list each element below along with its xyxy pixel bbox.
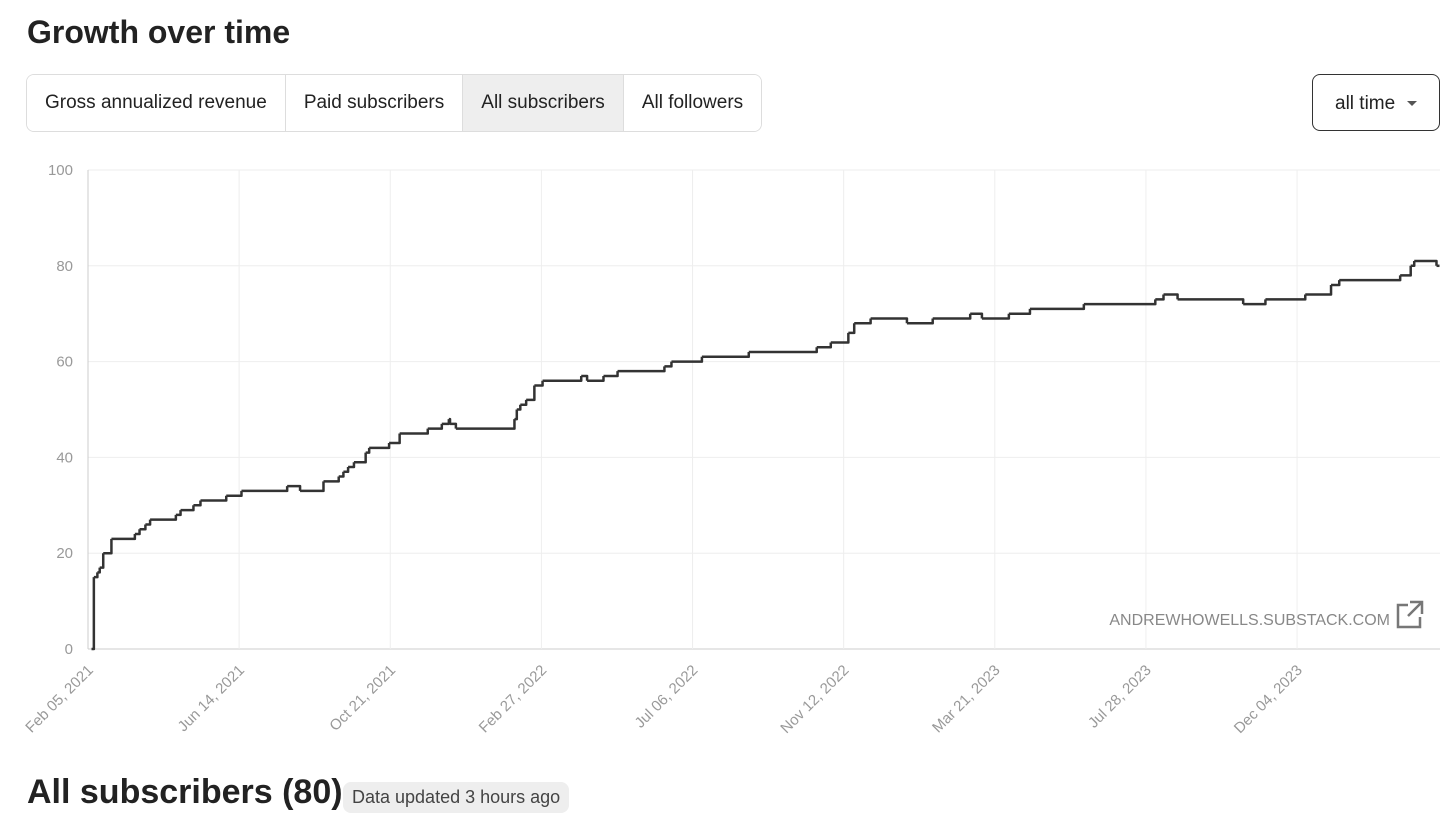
- y-tick-label: 20: [56, 545, 73, 562]
- line-segment: [348, 462, 356, 469]
- line-segment: [587, 375, 605, 383]
- line-segment: [542, 375, 583, 383]
- page-title: Growth over time: [27, 14, 291, 50]
- update-badge: Data updated 3 hours ago: [343, 782, 570, 813]
- line-segment: [338, 471, 345, 478]
- tab[interactable]: Gross annualized revenue: [27, 75, 286, 131]
- x-tick-label: Dec 04, 2023: [1231, 662, 1306, 737]
- line-segment: [399, 428, 430, 435]
- line-segment: [103, 538, 113, 555]
- line-segment: [816, 342, 833, 349]
- line-segment: [93, 572, 99, 579]
- line-segment: [150, 514, 178, 521]
- line-segment: [175, 510, 182, 517]
- line-segment: [1029, 304, 1086, 311]
- line-segment: [193, 500, 202, 507]
- line-segment: [932, 313, 972, 320]
- line-segment: [450, 422, 458, 429]
- line-segment: [671, 356, 704, 363]
- line-segment: [389, 433, 401, 445]
- x-tick-label: Nov 12, 2022: [777, 662, 852, 737]
- line-segment: [1155, 294, 1165, 301]
- line-segment: [226, 490, 243, 497]
- line-segment: [427, 423, 444, 430]
- tab[interactable]: Paid subscribers: [285, 75, 464, 131]
- line-segment: [1008, 308, 1032, 315]
- line-segment: [1243, 299, 1267, 306]
- line-segment: [343, 466, 350, 474]
- line-segment: [906, 318, 934, 325]
- y-tick-label: 0: [65, 641, 73, 658]
- line-segment: [1410, 261, 1416, 268]
- line-segment: [1331, 280, 1341, 287]
- line-segment: [353, 452, 367, 464]
- line-segment: [617, 366, 666, 373]
- x-tick-label: Feb 27, 2022: [476, 662, 551, 737]
- tab[interactable]: All followers: [623, 75, 762, 131]
- line-segment: [848, 323, 856, 335]
- x-tick-label: Jun 14, 2021: [175, 662, 248, 735]
- line-segment: [91, 577, 96, 651]
- line-segment: [748, 347, 818, 354]
- line-segment: [1339, 275, 1402, 282]
- line-segment: [603, 371, 619, 378]
- tab-bar: Gross annualized revenue Paid subscribers…: [26, 74, 763, 132]
- line-segment: [1265, 294, 1307, 301]
- line-segment: [1083, 299, 1157, 306]
- line-segment: [134, 529, 141, 536]
- line-segment: [516, 404, 522, 411]
- line-segment: [534, 380, 544, 387]
- line-segment: [526, 385, 536, 402]
- line-segment: [323, 476, 340, 483]
- line-segment: [145, 519, 152, 526]
- line-segment: [287, 484, 302, 491]
- y-tick-label: 80: [56, 258, 73, 275]
- line-segment: [241, 486, 289, 493]
- x-tick-label: Jul 28, 2023: [1085, 662, 1155, 732]
- line-segment: [520, 399, 528, 406]
- line-segment: [581, 374, 589, 381]
- line-segment: [365, 447, 371, 454]
- line-segment: [1177, 298, 1245, 305]
- range-dropdown[interactable]: all time: [1312, 74, 1440, 131]
- x-tick-label: Jul 06, 2022: [632, 662, 702, 732]
- line-segment: [111, 534, 137, 541]
- line-segment: [99, 553, 105, 569]
- line-segment: [981, 313, 1011, 320]
- section-title: All subscribers (80): [27, 773, 343, 811]
- line-segment: [1414, 259, 1438, 266]
- line-segment: [180, 505, 195, 512]
- line-segment: [1305, 284, 1333, 296]
- line-segment: [970, 312, 984, 319]
- y-tick-label: 60: [56, 354, 73, 371]
- y-tick-label: 100: [48, 162, 73, 179]
- x-tick-label: Oct 21, 2021: [326, 662, 399, 735]
- chart: 0 20 40 60 80 100 Feb 05, 2021 Jun 14, 2021 Oct …: [22, 162, 1440, 737]
- line-segment: [514, 409, 519, 421]
- x-tick-label: Feb 05, 2021: [22, 662, 97, 737]
- line-segment: [1163, 293, 1179, 300]
- line-segment: [830, 332, 850, 344]
- y-tick-label: 40: [56, 449, 73, 466]
- line-segment: [139, 524, 147, 531]
- line-segment: [870, 317, 909, 324]
- line-segment: [441, 419, 451, 426]
- line-segment: [1400, 265, 1412, 277]
- watermark: ANDREWHOWELLS.SUBSTACK.COM: [1109, 612, 1390, 629]
- line-segment: [300, 481, 325, 493]
- line-segment: [854, 318, 872, 325]
- line-segment: [455, 419, 516, 430]
- line-segment: [664, 361, 673, 368]
- line-segment: [369, 443, 391, 450]
- line-segment: [701, 352, 751, 359]
- line-segment: [97, 567, 101, 574]
- tab[interactable]: All subscribers: [463, 75, 624, 131]
- external-link-icon: [1396, 600, 1424, 629]
- line-segment: [448, 417, 452, 424]
- x-tick-label: Mar 21, 2023: [929, 662, 1004, 737]
- line-segment: [200, 495, 228, 502]
